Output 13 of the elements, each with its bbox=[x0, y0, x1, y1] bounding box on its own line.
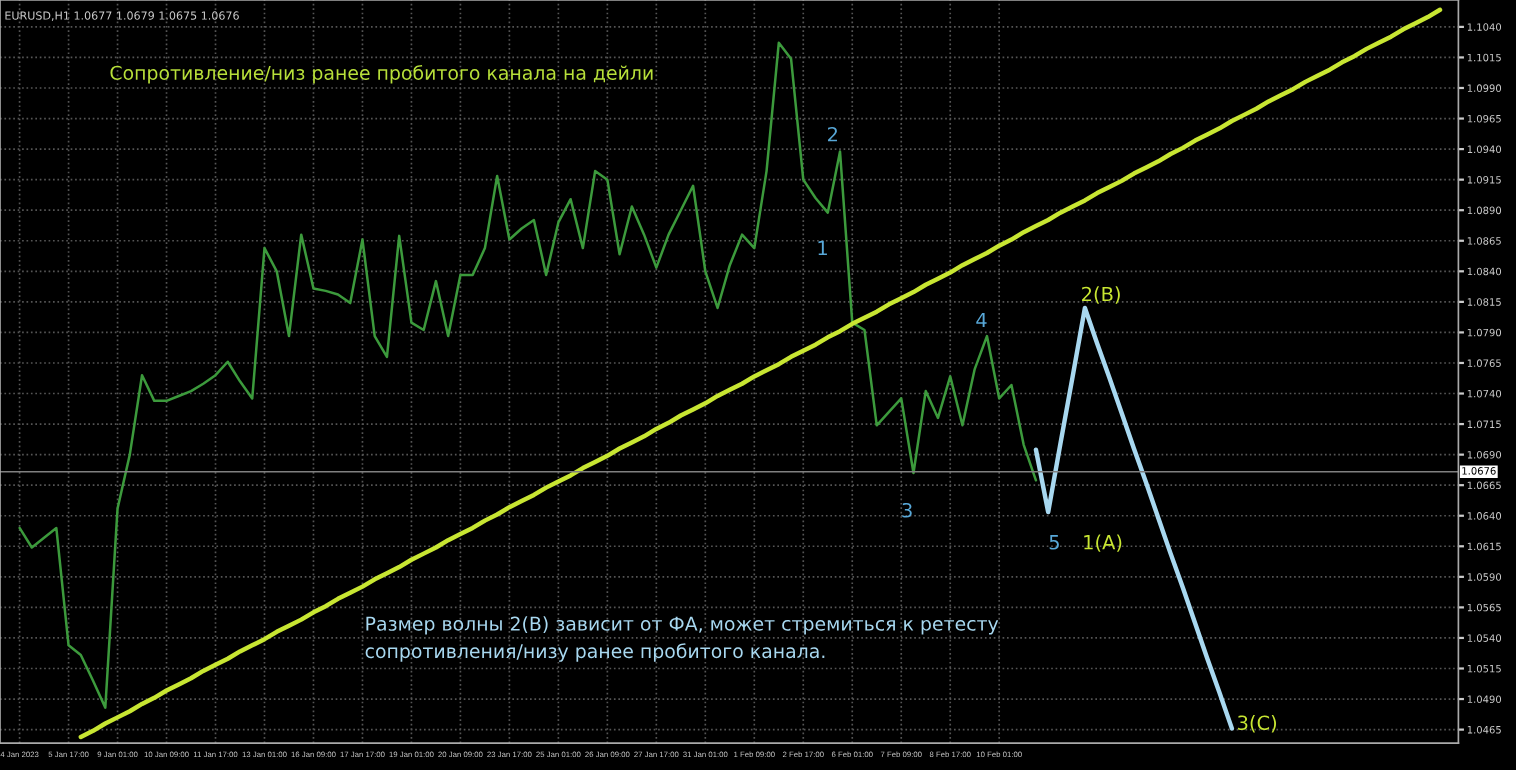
line-series bbox=[78, 7, 1443, 740]
annotation: 1 bbox=[818, 240, 827, 256]
line-series bbox=[1033, 305, 1235, 731]
line-series bbox=[18, 41, 1038, 709]
annotation: 3 bbox=[902, 502, 912, 518]
annotation: Размер волны 2(B) зависит от ФА, может стремиться к ретесту сопротивления/низу ранее пробитого канала. bbox=[365, 616, 999, 662]
annotation: 3(C) bbox=[1238, 715, 1277, 733]
text: Сопротивление/низ ранее пробитого канала на дейли bbox=[110, 65, 653, 84]
annotation: 1(A) bbox=[1084, 534, 1122, 552]
annotation: 4 bbox=[976, 312, 987, 328]
annotation: 2 bbox=[827, 126, 837, 142]
annotation: 5 bbox=[1049, 535, 1059, 550]
annotation: 2(B) bbox=[1082, 286, 1120, 304]
